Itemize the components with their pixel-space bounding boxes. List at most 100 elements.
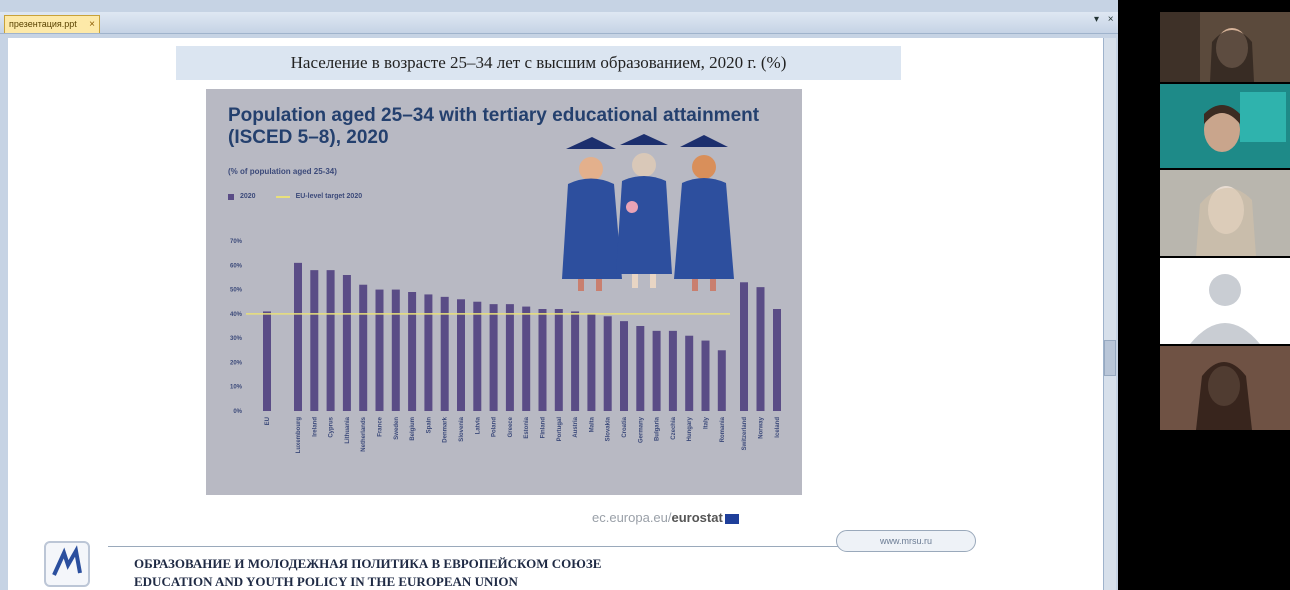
infographic-title: Population aged 25–34 with tertiary educ… [228, 105, 788, 149]
legend-swatch-target [275, 195, 290, 198]
legend-label-target: EU-level target 2020 [295, 193, 363, 200]
y-tick-label: 70% [230, 239, 243, 245]
y-tick-label: 0% [233, 409, 242, 415]
bar-belgium [408, 292, 417, 411]
x-tick-label: Estonia [524, 416, 530, 438]
bar-eu [263, 311, 271, 411]
eu-flag-icon [724, 513, 739, 524]
participant-video-2[interactable] [1160, 84, 1290, 168]
bar-portugal [554, 309, 563, 411]
x-tick-label: Iceland [775, 417, 781, 438]
bar-slovakia [603, 316, 612, 411]
x-tick-label: Ireland [312, 417, 318, 437]
bar-iceland [773, 309, 781, 411]
bar-malta [587, 313, 596, 411]
infographic-subtitle: (% of population aged 25-34) [228, 167, 337, 176]
x-tick-label: Norway [759, 416, 765, 438]
bar-luxembourg [294, 262, 302, 411]
participant-video-1[interactable] [1160, 12, 1290, 82]
bar-switzerland [740, 282, 748, 411]
x-tick-label: Spain [426, 417, 432, 434]
bar-greece [505, 304, 514, 411]
infographic: 0% 10% 20% 30% 40% 50% 60% 70% EU Luxembourg Irel… [206, 89, 802, 495]
y-tick-label: 10% [230, 385, 243, 391]
bar-cyprus [326, 270, 335, 411]
x-tick-label: Finland [541, 417, 547, 439]
bar-spain [424, 294, 433, 411]
document-tab-label: презентация.ppt [9, 19, 77, 29]
university-logo [44, 541, 90, 587]
x-tick-label: Switzerland [742, 417, 748, 451]
bar-estonia [522, 306, 531, 411]
participant-video-4[interactable] [1160, 258, 1290, 344]
x-tick-label: Austria [573, 416, 579, 437]
chart-legend: 2020 EU-level target 2020 [228, 193, 362, 200]
bar-germany [636, 326, 645, 411]
slide-title: Население в возрасте 25–34 лет с высшим … [176, 46, 901, 80]
close-icon[interactable]: × [89, 19, 95, 30]
x-tick-label: Poland [492, 417, 498, 437]
footer-title-ru: ОБРАЗОВАНИЕ И МОЛОДЕЖНАЯ ПОЛИТИКА В ЕВРО… [134, 556, 602, 571]
legend-swatch-bar [228, 193, 234, 200]
x-tick-label: Denmark [443, 416, 449, 442]
x-tick-label: Luxembourg [296, 417, 302, 454]
bar-italy [701, 340, 710, 411]
bar-slovenia [457, 299, 465, 411]
y-tick-label: 40% [230, 312, 243, 318]
x-tick-label: Italy [704, 416, 710, 429]
bar-france [375, 289, 384, 411]
website-url: www.mrsu.ru [836, 530, 976, 552]
x-tick-label: Slovenia [459, 416, 465, 441]
x-tick-label: Sweden [394, 417, 400, 440]
bar-sweden [391, 289, 400, 411]
x-tick-label: Belgium [410, 417, 416, 441]
document-tab-strip: презентация.ppt × ▾ × [0, 12, 1118, 34]
vertical-scrollbar[interactable] [1104, 38, 1116, 590]
bar-latvia [473, 301, 482, 411]
footer-divider [108, 546, 838, 547]
x-tick-label: Bulgaria [655, 416, 661, 441]
bar-lithuania [342, 275, 351, 411]
x-tick-label: Croatia [622, 416, 628, 437]
source-domain: ec.europa.eu/ [592, 510, 672, 525]
footer-title-en: EDUCATION AND YOUTH POLICY IN THE EUROPE… [134, 574, 518, 589]
infographic-title-line2: (ISCED 5–8), 2020 [228, 127, 389, 148]
bar-netherlands [359, 284, 368, 411]
bar-austria [571, 311, 580, 411]
window-controls[interactable]: ▾ × [1094, 14, 1117, 25]
x-tick-label: Hungary [687, 416, 693, 441]
x-tick-label: Netherlands [361, 416, 367, 451]
y-tick-label: 30% [230, 336, 243, 342]
x-tick-label: Portugal [557, 417, 563, 442]
legend-label-2020: 2020 [240, 193, 256, 200]
x-tick-label: Czechia [671, 416, 677, 439]
x-tick-label: Greece [508, 416, 514, 437]
bar-bulgaria [652, 330, 661, 411]
x-tick-label: EU [265, 417, 271, 425]
bar-hungary [685, 335, 694, 411]
source-eurostat: eurostat [671, 510, 723, 525]
participant-video-5[interactable] [1160, 346, 1290, 430]
scrollbar-thumb[interactable] [1104, 340, 1116, 376]
participant-video-3[interactable] [1160, 170, 1290, 256]
x-tick-label: Lithuania [345, 416, 351, 443]
y-tick-label: 20% [230, 360, 243, 366]
document-tab[interactable]: презентация.ppt × [4, 15, 100, 33]
bar-finland [538, 309, 547, 411]
bar-ireland [310, 270, 319, 411]
bar-poland [489, 304, 498, 411]
bar-czechia [668, 330, 677, 411]
slide: Население в возрасте 25–34 лет с высшим … [8, 38, 1104, 590]
x-tick-label: Latvia [475, 416, 481, 434]
bar-denmark [440, 296, 449, 411]
chart: 0% 10% 20% 30% 40% 50% 60% 70% EU Luxembourg Irel… [230, 134, 781, 454]
y-tick-label: 50% [230, 288, 243, 294]
bar-romania [717, 350, 726, 411]
bar-croatia [620, 321, 628, 411]
x-tick-label: Malta [589, 416, 595, 432]
y-tick-label: 60% [230, 263, 243, 269]
x-tick-label: Cyprus [329, 416, 335, 437]
graduates-illustration [562, 134, 734, 291]
x-tick-label: Germany [638, 416, 644, 443]
infographic-title-line1: Population aged 25–34 with tertiary educ… [228, 105, 760, 126]
